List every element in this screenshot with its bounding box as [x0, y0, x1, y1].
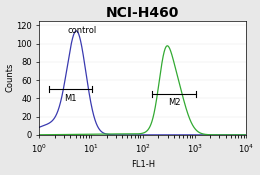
Text: control: control [68, 26, 97, 35]
Title: NCI-H460: NCI-H460 [106, 6, 180, 20]
Text: M2: M2 [168, 98, 180, 107]
Y-axis label: Counts: Counts [5, 63, 15, 92]
X-axis label: FL1-H: FL1-H [131, 160, 155, 169]
Text: M1: M1 [64, 94, 77, 103]
